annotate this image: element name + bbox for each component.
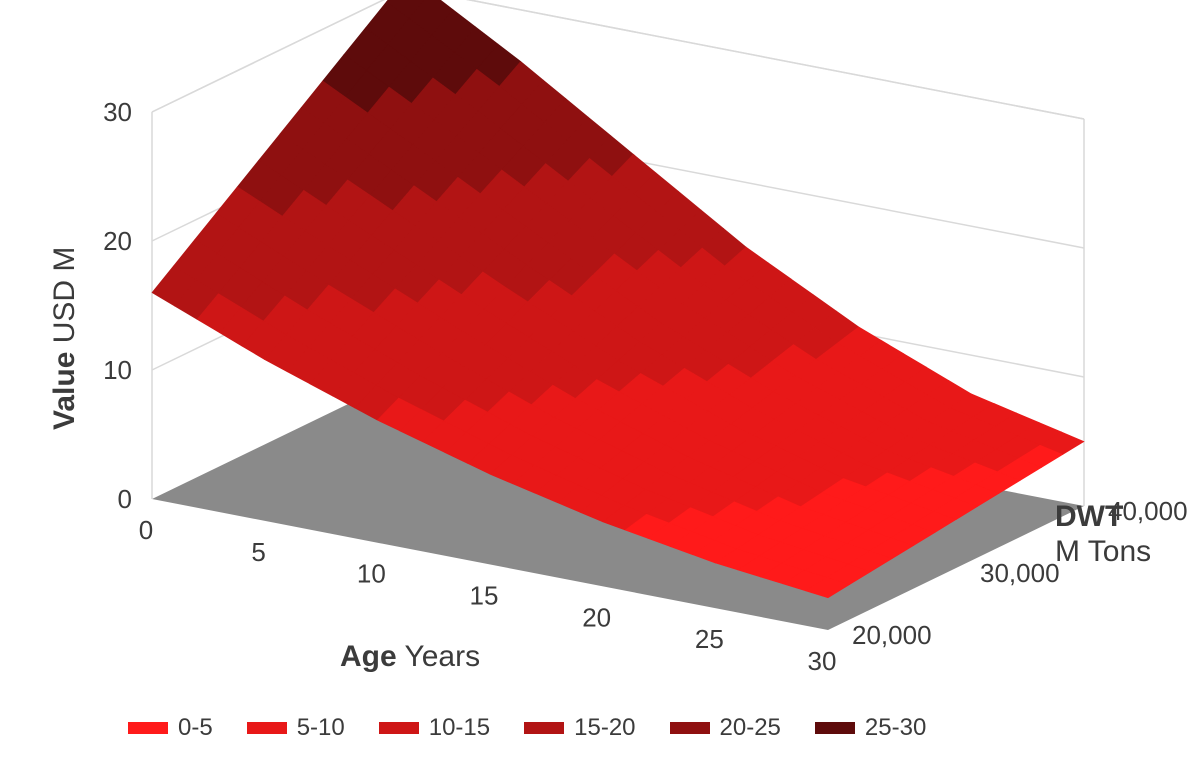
legend-swatch: [128, 722, 168, 734]
svg-text:20: 20: [103, 226, 132, 256]
svg-text:25: 25: [695, 624, 724, 654]
y-axis-label: DWTM Tons: [1055, 500, 1151, 569]
svg-text:5: 5: [251, 537, 265, 567]
svg-text:0: 0: [118, 484, 132, 514]
legend-item: 20-25: [670, 714, 781, 742]
legend-label: 20-25: [720, 714, 781, 742]
svg-text:20: 20: [582, 602, 611, 632]
svg-text:20,000: 20,000: [852, 620, 932, 650]
svg-text:30: 30: [103, 97, 132, 127]
legend-swatch: [670, 722, 710, 734]
legend-item: 0-5: [128, 714, 213, 742]
legend-label: 15-20: [574, 714, 635, 742]
svg-text:30: 30: [808, 646, 837, 676]
svg-text:15: 15: [470, 581, 499, 611]
legend-swatch: [524, 722, 564, 734]
chart-svg: 010203005101520253020,00030,00040,000: [0, 0, 1187, 780]
legend-item: 15-20: [524, 714, 635, 742]
svg-text:30,000: 30,000: [980, 558, 1060, 588]
legend-label: 25-30: [865, 714, 926, 742]
x-axis-label: Age Years: [340, 640, 480, 674]
legend-swatch: [379, 722, 419, 734]
legend-item: 10-15: [379, 714, 490, 742]
chart-3d-surface: 010203005101520253020,00030,00040,000 Va…: [0, 0, 1187, 780]
svg-text:0: 0: [139, 515, 153, 545]
svg-text:10: 10: [357, 559, 386, 589]
legend-label: 10-15: [429, 714, 490, 742]
legend-item: 5-10: [247, 714, 345, 742]
legend-swatch: [815, 722, 855, 734]
legend-swatch: [247, 722, 287, 734]
legend: 0-5 5-10 10-15 15-20 20-25 25-30: [128, 714, 926, 742]
z-axis-label: Value USD M: [48, 247, 82, 430]
svg-text:10: 10: [103, 355, 132, 385]
legend-label: 0-5: [178, 714, 213, 742]
legend-item: 25-30: [815, 714, 926, 742]
legend-label: 5-10: [297, 714, 345, 742]
